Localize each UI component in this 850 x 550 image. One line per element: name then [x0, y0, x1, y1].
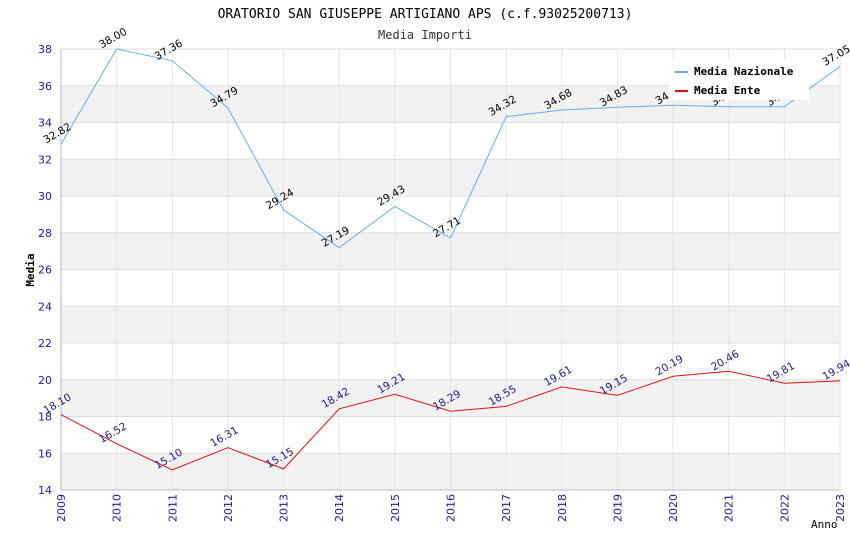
legend: Media Nazionale Media Ente: [669, 60, 809, 100]
x-tick-label: 2023: [834, 494, 847, 522]
series-line-ente: [60, 370, 841, 471]
legend-label-ente: Media Ente: [694, 84, 761, 97]
y-tick-label: 20: [38, 374, 52, 387]
data-label-ente: 19.94: [820, 357, 850, 383]
y-tick-label: 28: [38, 227, 52, 240]
data-label-nazionale: 37.05: [820, 43, 850, 68]
legend-label-nazionale: Media Nazionale: [694, 65, 794, 78]
y-tick-labels: 14 16 18 20 22 24 26 28 30 32 34 36 38: [38, 43, 52, 497]
y-tick-label: 38: [38, 43, 52, 56]
series-lines: [60, 48, 841, 471]
series-line-nazionale: [60, 48, 841, 249]
data-label-ente: 20.46: [709, 348, 741, 374]
x-tick-label: 2014: [333, 494, 346, 522]
x-tick-labels: 2009 2010 2011 2012 2013 2014 2015 2016 2017 2018…: [55, 494, 847, 522]
data-label-ente: 16.31: [208, 424, 240, 449]
y-tick-label: 22: [38, 337, 52, 350]
x-tick-label: 2017: [500, 494, 513, 522]
x-tick-label: 2011: [166, 494, 179, 522]
y-axis-label: Media: [24, 253, 37, 286]
x-tick-label: 2018: [556, 494, 569, 522]
y-tick-label: 24: [38, 300, 52, 313]
data-label-nazionale: 38.00: [97, 26, 129, 51]
y-tick-label: 36: [38, 80, 52, 93]
data-label-ente: 20.19: [654, 353, 686, 378]
legend-background: [669, 60, 809, 100]
chart-subtitle: Media Importi: [378, 28, 472, 42]
x-tick-label: 2009: [55, 494, 68, 522]
x-tick-label: 2019: [611, 494, 624, 522]
chart-title: ORATORIO SAN GIUSEPPE ARTIGIANO APS (c.f…: [218, 7, 633, 22]
x-tick-label: 2012: [222, 494, 235, 522]
x-tick-label: 2016: [445, 494, 458, 522]
x-tick-label: 2020: [667, 494, 680, 522]
y-tick-label: 16: [38, 447, 52, 460]
y-tick-label: 26: [38, 264, 52, 277]
x-tick-label: 2021: [723, 494, 736, 522]
y-tick-label: 30: [38, 190, 52, 203]
data-label-nazionale: 37.36: [153, 37, 185, 63]
x-tick-label: 2022: [778, 494, 791, 522]
y-tick-label: 18: [38, 411, 52, 424]
x-tick-label: 2013: [278, 494, 291, 522]
y-tick-label: 34: [38, 117, 52, 130]
x-tick-label: 2015: [389, 494, 402, 522]
x-tick-label: 2010: [111, 494, 124, 522]
grid-lines: [60, 48, 841, 491]
axes: [60, 49, 840, 491]
x-axis-label: Anno: [811, 518, 838, 531]
y-tick-label: 32: [38, 153, 52, 166]
y-tick-label: 14: [38, 484, 52, 497]
